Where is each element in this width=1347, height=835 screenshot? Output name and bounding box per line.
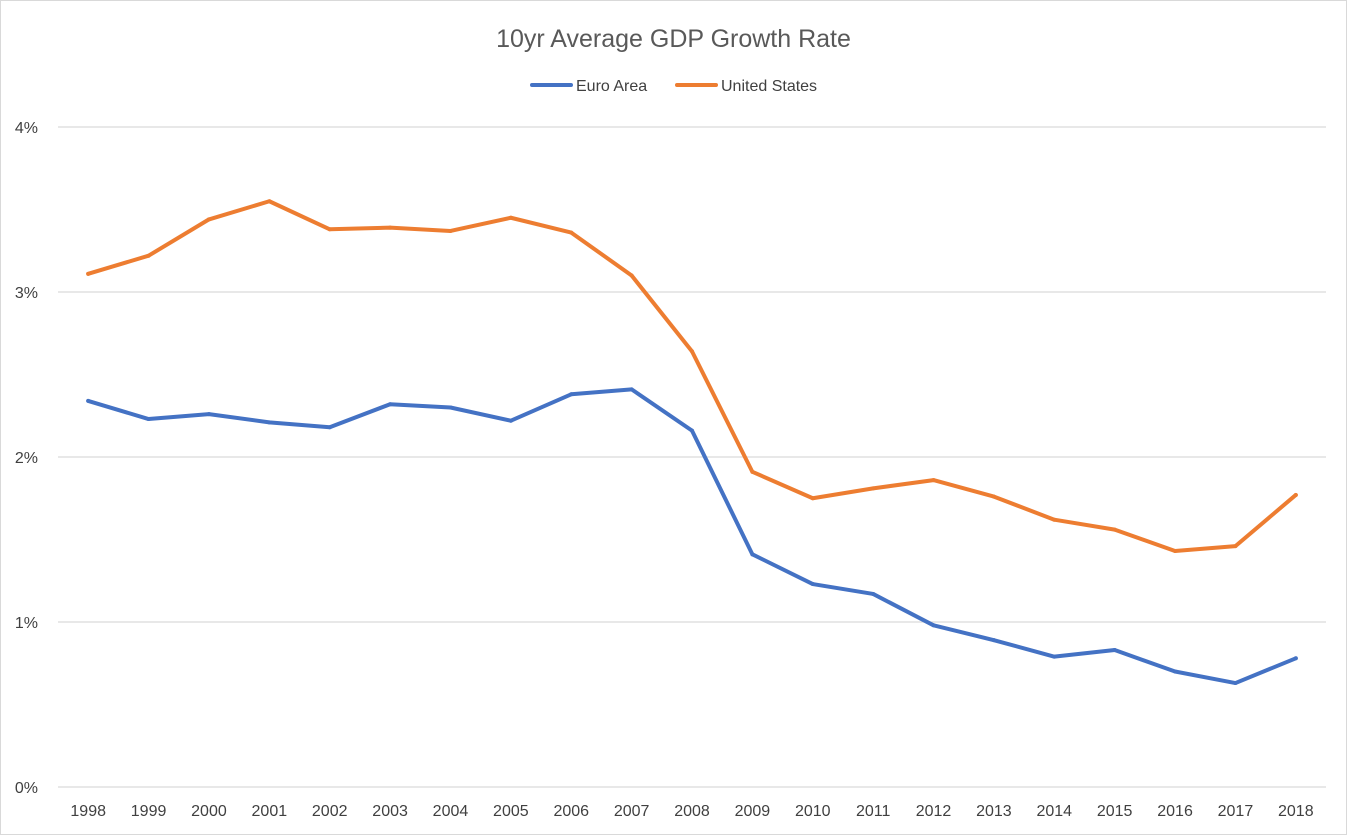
data-point-euro-area-2001 — [267, 420, 272, 425]
data-point-euro-area-2002 — [327, 425, 332, 430]
data-point-euro-area-1998 — [86, 398, 91, 403]
data-point-euro-area-2018 — [1293, 656, 1298, 661]
x-tick-label: 1999 — [131, 803, 167, 820]
data-point-euro-area-2005 — [508, 418, 513, 423]
x-tick-label: 2010 — [795, 803, 831, 820]
data-point-euro-area-2007 — [629, 387, 634, 392]
data-point-united-states-2007 — [629, 273, 634, 278]
x-tick-label: 2011 — [856, 803, 891, 820]
x-tick-label: 2000 — [191, 803, 227, 820]
x-tick-label: 2001 — [252, 803, 288, 820]
legend-item-euro-area: Euro Area — [530, 78, 647, 95]
data-point-united-states-2011 — [871, 486, 876, 491]
x-tick-label: 2009 — [735, 803, 771, 820]
data-point-euro-area-2016 — [1173, 669, 1178, 674]
data-point-united-states-2013 — [991, 494, 996, 499]
data-point-united-states-2004 — [448, 228, 453, 233]
data-point-united-states-1999 — [146, 253, 151, 258]
y-tick-label: 0% — [15, 780, 38, 797]
x-tick-label: 2002 — [312, 803, 348, 820]
y-axis: 0% 1% 2% 3% 4% — [15, 120, 38, 797]
data-point-euro-area-2009 — [750, 552, 755, 557]
data-point-united-states-2018 — [1293, 492, 1298, 497]
x-tick-label: 2018 — [1278, 803, 1314, 820]
x-tick-label: 2007 — [614, 803, 650, 820]
legend-label-united-states: United States — [721, 78, 817, 95]
y-tick-label: 4% — [15, 120, 38, 137]
data-point-united-states-2001 — [267, 199, 272, 204]
y-tick-label: 2% — [15, 450, 38, 467]
data-point-euro-area-2010 — [810, 582, 815, 587]
series-line-euro-area — [86, 387, 1298, 686]
data-point-united-states-2012 — [931, 478, 936, 483]
x-tick-label: 2004 — [433, 803, 469, 820]
series-points-united-states — [86, 199, 1298, 554]
gridlines — [58, 126, 1326, 788]
data-point-euro-area-2000 — [206, 412, 211, 417]
x-tick-label: 2008 — [674, 803, 710, 820]
x-tick-label: 1998 — [70, 803, 106, 820]
x-tick-label: 2016 — [1157, 803, 1193, 820]
x-tick-label: 2012 — [916, 803, 952, 820]
data-point-euro-area-2003 — [388, 402, 393, 407]
y-tick-label: 1% — [15, 615, 38, 632]
data-point-euro-area-2006 — [569, 392, 574, 397]
x-tick-label: 2003 — [372, 803, 408, 820]
x-tick-label: 2013 — [976, 803, 1012, 820]
data-point-united-states-2000 — [206, 217, 211, 222]
y-tick-label: 3% — [15, 285, 38, 302]
legend-label-euro-area: Euro Area — [576, 78, 647, 95]
data-point-united-states-1998 — [86, 271, 91, 276]
data-point-euro-area-2012 — [931, 623, 936, 628]
data-point-euro-area-2004 — [448, 405, 453, 410]
series-points-euro-area — [86, 387, 1298, 686]
data-point-euro-area-2014 — [1052, 654, 1057, 659]
x-tick-label: 2015 — [1097, 803, 1133, 820]
data-point-united-states-2009 — [750, 469, 755, 474]
data-point-euro-area-1999 — [146, 417, 151, 422]
data-point-euro-area-2017 — [1233, 681, 1238, 686]
data-point-united-states-2002 — [327, 227, 332, 232]
series-lines — [86, 199, 1298, 686]
data-point-euro-area-2015 — [1112, 648, 1117, 653]
data-point-euro-area-2008 — [690, 428, 694, 433]
data-point-united-states-2008 — [690, 349, 694, 354]
legend-item-united-states: United States — [675, 78, 817, 95]
data-point-euro-area-2013 — [991, 638, 996, 643]
data-point-united-states-2016 — [1173, 549, 1178, 554]
data-point-united-states-2017 — [1233, 544, 1238, 549]
x-tick-label: 2005 — [493, 803, 529, 820]
legend: Euro Area United States — [530, 78, 817, 95]
data-point-united-states-2003 — [388, 225, 393, 230]
chart-title: 10yr Average GDP Growth Rate — [496, 25, 851, 53]
series-line-united-states — [86, 199, 1298, 554]
x-tick-label: 2017 — [1218, 803, 1254, 820]
data-point-united-states-2015 — [1112, 527, 1117, 532]
data-point-united-states-2014 — [1052, 517, 1057, 522]
data-point-united-states-2005 — [508, 215, 513, 220]
x-axis: 1998 1999 2000 2001 2002 2003 2004 2005 2006 2007… — [70, 803, 1313, 820]
data-point-united-states-2006 — [569, 230, 574, 235]
data-point-euro-area-2011 — [871, 591, 876, 596]
x-tick-label: 2006 — [553, 803, 589, 820]
data-point-united-states-2010 — [810, 496, 815, 501]
x-tick-label: 2014 — [1036, 803, 1072, 820]
